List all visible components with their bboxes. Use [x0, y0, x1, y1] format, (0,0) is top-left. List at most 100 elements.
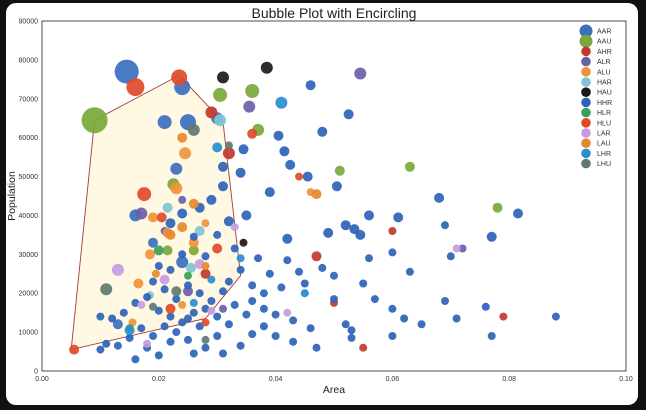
- point-hhr-68: [166, 265, 175, 274]
- point-hhr-11: [218, 161, 228, 172]
- legend-marker-hlr: [581, 107, 591, 118]
- point-hhr-89: [113, 341, 122, 350]
- point-hhr-70: [149, 277, 157, 286]
- point-hhr-40: [271, 310, 280, 319]
- point-lar-7: [283, 308, 292, 317]
- point-aau-5: [404, 161, 415, 172]
- point-hhr-13: [206, 194, 217, 205]
- point-lar-8: [207, 306, 216, 315]
- point-alr-6: [458, 244, 467, 253]
- point-hhr-62: [265, 269, 274, 278]
- point-lar-5: [230, 223, 239, 232]
- legend-marker-har: [581, 77, 591, 87]
- point-hhr-51: [481, 302, 490, 311]
- point-hhr-91: [96, 345, 105, 354]
- point-hhr-75: [195, 289, 204, 298]
- point-hhr-35: [330, 271, 338, 280]
- legend-marker-alu: [581, 67, 591, 77]
- point-aau-6: [492, 202, 503, 213]
- point-hhr-83: [184, 314, 192, 323]
- x-tick-label: 0.06: [386, 376, 400, 383]
- point-hhr-69: [154, 262, 163, 270]
- point-hhr-46: [388, 304, 397, 313]
- point-har-0: [214, 114, 227, 127]
- point-lar-6: [452, 244, 461, 253]
- point-hhr-82: [195, 322, 204, 331]
- point-aau-2: [245, 84, 260, 98]
- point-hhr-55: [347, 333, 356, 342]
- point-alr-1: [243, 100, 256, 113]
- point-hhr-8: [331, 181, 342, 192]
- point-hhr-16: [165, 218, 176, 229]
- point-hhr-106: [108, 314, 117, 323]
- point-hhr-112: [189, 308, 198, 317]
- point-hhr-88: [125, 333, 134, 342]
- point-hhr-30: [405, 267, 414, 276]
- legend-marker-lhu: [581, 158, 591, 169]
- plot-area-frame: [41, 20, 627, 372]
- point-alu-2: [148, 212, 158, 223]
- bubble-chart: Bubble Plot with Encircling 0.00 0.02 0.04…: [6, 5, 633, 396]
- point-hhr-77: [219, 287, 227, 296]
- point-lhr-3: [207, 275, 216, 284]
- point-hhr-76: [207, 297, 216, 305]
- x-axis-label: Area: [323, 384, 345, 396]
- point-lhu-0: [187, 123, 200, 136]
- point-hhr-72: [160, 285, 169, 294]
- point-hlu-4: [212, 243, 223, 254]
- point-hlu-5: [165, 303, 176, 314]
- point-aar-1: [157, 115, 172, 130]
- point-lhr-6: [236, 254, 245, 263]
- point-hhr-99: [259, 322, 268, 331]
- point-alr-5: [178, 195, 187, 204]
- y-tick-label: 20000: [19, 291, 39, 298]
- point-hhr-0: [305, 80, 316, 91]
- y-tick-label: 10000: [19, 330, 39, 337]
- point-hhr-1: [343, 109, 354, 120]
- point-hhr-66: [189, 232, 198, 241]
- point-ahr-7: [359, 343, 368, 352]
- point-hhr-25: [393, 212, 404, 223]
- point-hhr-56: [312, 343, 321, 352]
- legend-label-lhu: LHU: [597, 161, 611, 168]
- point-hhr-86: [149, 332, 157, 340]
- point-hhr-116: [236, 265, 245, 274]
- point-lhu-1: [100, 283, 113, 296]
- point-hhr-33: [295, 267, 303, 276]
- point-lar-0: [111, 263, 124, 276]
- point-ahr-6: [499, 312, 508, 321]
- point-hhr-38: [259, 289, 268, 298]
- point-hhr-109: [154, 306, 163, 315]
- legend-label-har: HAR: [597, 80, 612, 87]
- point-hhr-101: [289, 337, 298, 346]
- point-lau-3: [177, 222, 188, 233]
- y-tick-label: 90000: [19, 19, 39, 26]
- point-hhr-20: [323, 227, 334, 238]
- point-hhr-36: [300, 279, 309, 288]
- point-hhr-41: [289, 316, 298, 325]
- point-lau-4: [201, 262, 210, 270]
- point-hhr-2: [273, 130, 284, 141]
- legend-marker-ahr: [581, 46, 591, 57]
- legend-label-hhr: HHR: [597, 100, 612, 107]
- legend-label-lhr: LHR: [597, 151, 611, 158]
- point-hhr-100: [271, 332, 280, 340]
- point-hhr-17: [223, 216, 234, 227]
- legend-marker-lar: [581, 128, 591, 138]
- point-hlr-0: [153, 245, 164, 256]
- point-lau-2: [165, 229, 176, 240]
- point-alu-9: [201, 219, 210, 228]
- point-lhu-2: [171, 286, 182, 297]
- point-lhr-5: [300, 289, 309, 298]
- point-hhr-39: [248, 297, 257, 305]
- point-hlu-0: [171, 69, 188, 86]
- point-aar-0: [114, 59, 139, 84]
- point-hhr-105: [119, 308, 128, 317]
- point-aar-4: [170, 162, 183, 175]
- y-tick-label: 50000: [19, 174, 39, 181]
- point-hlu-9: [69, 344, 80, 355]
- point-har-1: [162, 202, 173, 213]
- point-aau-7: [334, 165, 345, 176]
- legend-label-lar: LAR: [597, 131, 611, 138]
- point-hhr-48: [417, 320, 426, 329]
